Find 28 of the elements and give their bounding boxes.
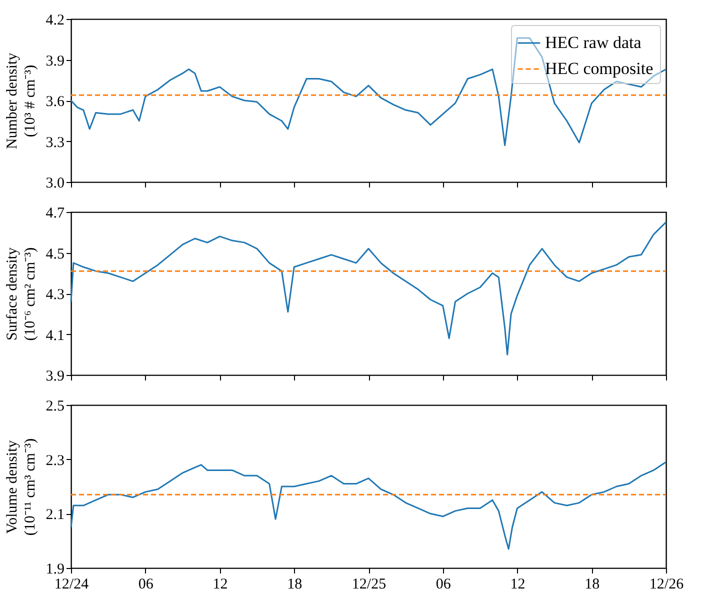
y-tick-label: 2.3: [46, 452, 64, 469]
y-tick-label: 3.0: [46, 176, 64, 192]
y-tick-label: 4.2: [46, 12, 64, 28]
x-tick-label: 12/25: [352, 576, 386, 592]
y-tick-label: 2.1: [46, 507, 64, 524]
y-tick-label: 4.1: [46, 328, 64, 344]
x-tick-label: 12: [212, 576, 228, 592]
legend-label: HEC composite: [545, 59, 654, 78]
x-tick-label: 06: [436, 576, 452, 592]
legend-label: HEC raw data: [545, 33, 642, 52]
y-tick-label: 2.5: [46, 398, 64, 414]
y-axis-title: Surface density (10⁻⁶ cm² cm⁻³): [4, 247, 38, 341]
y-tick-label: 4.3: [46, 287, 64, 303]
x-tick-label: 18: [584, 576, 600, 592]
x-tick-label: 12/24: [54, 576, 90, 592]
y-tick-label: 3.9: [46, 53, 64, 70]
x-tick-label: 18: [287, 576, 302, 592]
y-tick-label: 3.6: [46, 94, 65, 110]
x-tick-label: 06: [138, 576, 154, 592]
x-tick-label: 12/26: [649, 576, 684, 592]
y-tick-label: 3.9: [46, 368, 64, 384]
x-tick-label: 12: [510, 576, 526, 592]
y-tick-label: 1.9: [46, 562, 64, 578]
y-axis-title: Volume density (10⁻¹¹ cm³ cm⁻³): [4, 438, 38, 536]
y-axis-title: Number density (10³ # cm⁻³): [4, 52, 38, 150]
y-tick-label: 4.5: [46, 246, 64, 262]
y-tick-label: 3.3: [46, 134, 64, 151]
y-tick-label: 4.7: [46, 206, 65, 222]
